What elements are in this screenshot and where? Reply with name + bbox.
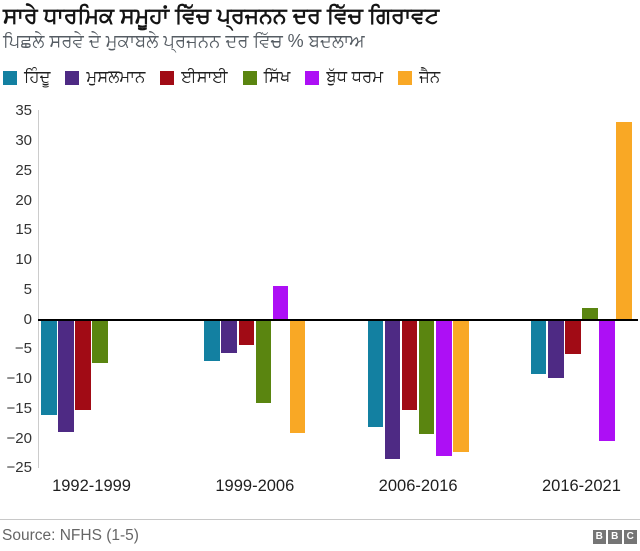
- legend-label: ਜੈਨ: [419, 68, 441, 86]
- bbc-logo-letter: B: [608, 530, 622, 544]
- bar-series5-1999-2006: [289, 321, 306, 434]
- legend-item-3: ਸਿੱਖ: [242, 68, 291, 87]
- bar-series4-2016-2021: [599, 321, 615, 441]
- bar-series0-2016-2021: [530, 321, 547, 374]
- legend-item-1: ਮੁਸਲਮਾਨ: [65, 68, 145, 87]
- chart-subtitle: ਪਿਛਲੇ ਸਰਵੇ ਦੇ ਮੁਕਾਬਲੇ ਪ੍ਰਜਨਨ ਦਰ ਵਿੱਚ % ਬ…: [3, 31, 365, 51]
- legend-swatch-icon: [65, 70, 80, 85]
- bar-series3-1992-1999: [92, 321, 108, 363]
- bar-series3-2016-2021: [582, 308, 598, 320]
- legend-label: ਸਿੱਖ: [263, 68, 291, 86]
- y-tick-label: 15: [15, 221, 32, 239]
- bar-series0-1999-2006: [204, 321, 220, 362]
- bar-series2-1999-2006: [238, 321, 255, 346]
- y-tick-label: −15: [6, 399, 32, 417]
- bar-series1-1999-2006: [221, 321, 237, 353]
- x-axis-label: 1992-1999: [52, 477, 131, 495]
- bar-series3-1999-2006: [255, 321, 272, 403]
- y-tick-label: 20: [15, 191, 32, 209]
- y-tick-label: 25: [15, 161, 32, 179]
- bbc-logo-letter: B: [592, 530, 606, 544]
- bar-series4-2006-2016: [436, 321, 452, 457]
- bar-series0-1992-1999: [41, 321, 57, 415]
- y-tick-label: −10: [6, 370, 32, 388]
- bar-series4-1999-2006: [272, 286, 289, 320]
- legend-swatch-icon: [242, 70, 257, 85]
- bar-series1-2016-2021: [548, 321, 564, 379]
- legend-item-0: ਹਿੰਦੂ: [3, 68, 50, 87]
- x-axis-label: 2006-2016: [378, 477, 458, 495]
- bar-series2-1992-1999: [75, 321, 91, 411]
- legend-label: ਹਿੰਦੂ: [24, 68, 51, 86]
- y-tick-label: 35: [15, 102, 32, 120]
- legend-label: ਈਸਾਈ: [181, 68, 228, 86]
- x-axis-label: 1999-2006: [215, 477, 295, 495]
- y-axis-line: [38, 110, 39, 468]
- bar-series2-2016-2021: [565, 321, 581, 354]
- y-tick-label: −25: [6, 459, 32, 477]
- legend-item-5: ਜੈਨ: [398, 68, 440, 87]
- bar-series0-2006-2016: [367, 321, 384, 427]
- bar-series5-2006-2016: [453, 321, 469, 453]
- bar-series5-2016-2021: [616, 121, 632, 320]
- y-tick-label: 0: [23, 310, 32, 328]
- legend-item-4: ਬੁੱਧ ਧਰਮ: [305, 68, 383, 87]
- y-tick-label: 30: [15, 132, 32, 150]
- footer-divider: [0, 519, 640, 520]
- zero-baseline: [38, 318, 638, 321]
- chart-title: ਸਾਰੇ ਧਾਰਮਿਕ ਸਮੂਹਾਂ ਵਿੱਚ ਪ੍ਰਜਨਨ ਦਰ ਵਿੱਚ ਗ…: [3, 3, 440, 28]
- y-tick-label: −5: [14, 340, 32, 358]
- bar-series1-1992-1999: [58, 321, 74, 432]
- y-tick-label: 5: [23, 280, 32, 298]
- legend-swatch-icon: [305, 70, 320, 85]
- bar-series3-2006-2016: [418, 321, 435, 435]
- source-text: Source: NFHS (1-5): [2, 527, 139, 544]
- bar-series2-2006-2016: [401, 321, 418, 411]
- legend-swatch-icon: [3, 70, 17, 85]
- x-axis-label: 2016-2021: [541, 477, 621, 495]
- y-tick-label: −20: [6, 429, 32, 447]
- y-tick-label: 10: [15, 251, 32, 269]
- bar-series1-2006-2016: [384, 321, 401, 460]
- bbc-logo-letter: C: [623, 530, 637, 544]
- legend: ਹਿੰਦੂ ਮੁਸਲਮਾਨ ਈਸਾਈ ਸਿੱਖ ਬੁੱਧ ਧਰਮ ਜੈਨ: [3, 68, 637, 87]
- bbc-logo: B B C: [592, 530, 637, 544]
- legend-label: ਮੁਸਲਮਾਨ: [86, 68, 146, 86]
- legend-item-2: ਈਸਾਈ: [160, 68, 228, 87]
- legend-swatch-icon: [398, 70, 413, 85]
- legend-label: ਬੁੱਧ ਧਰਮ: [326, 68, 384, 86]
- legend-swatch-icon: [160, 70, 175, 85]
